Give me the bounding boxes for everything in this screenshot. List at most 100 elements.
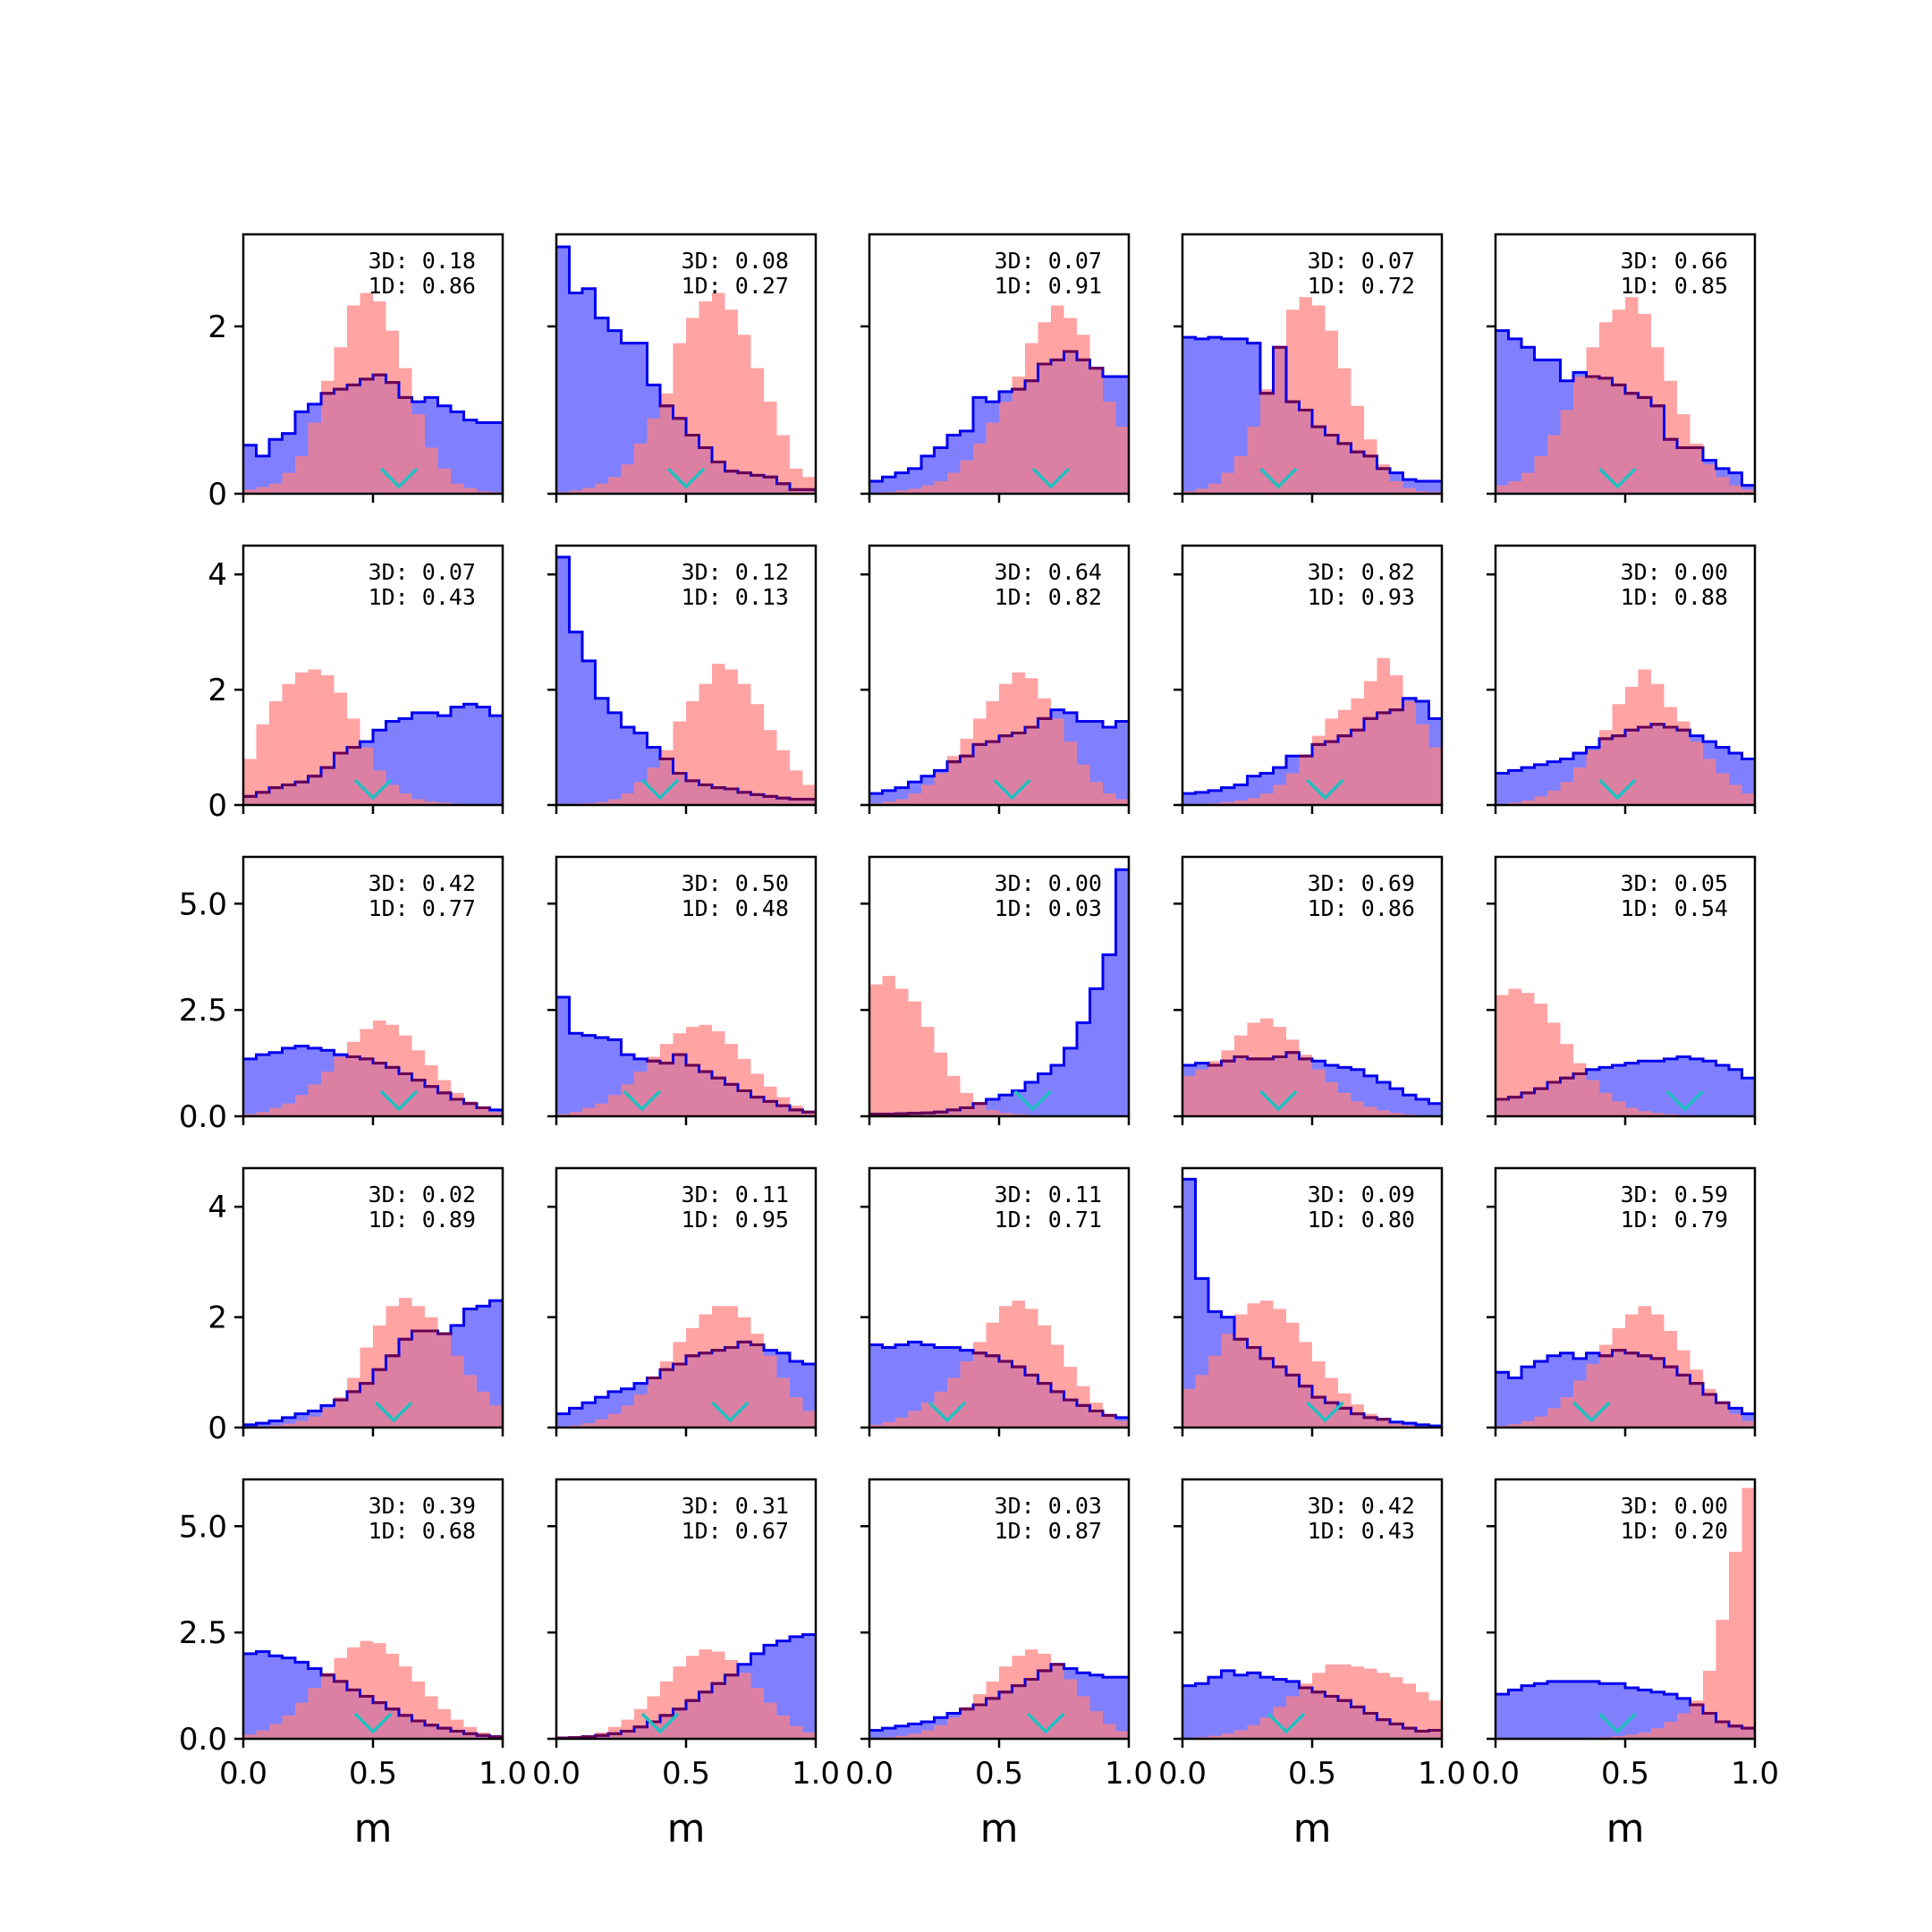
annotation-1d: 1D: 0.91 (995, 273, 1102, 299)
panel-plot-r3-c3 (1182, 1177, 1442, 1428)
marker-v (1267, 1712, 1306, 1734)
x-tick-label: 0.0 (1158, 1756, 1207, 1792)
annotation-1d: 1D: 0.67 (682, 1518, 789, 1544)
marker-v (353, 1712, 393, 1734)
annotation-1d: 1D: 0.03 (995, 895, 1102, 921)
blue-histogram-outline (1496, 723, 1755, 775)
marker-v (623, 1089, 661, 1112)
blue-histogram-outline (869, 350, 1129, 483)
marker-v (353, 778, 393, 801)
annotation-1d: 1D: 0.43 (369, 584, 476, 610)
marker-v (1013, 1089, 1052, 1112)
annotation-1d: 1D: 0.86 (1308, 895, 1415, 921)
x-axis-label: m (1293, 1806, 1332, 1852)
annotation-3d: 3D: 0.42 (369, 870, 476, 896)
panel-plot-r1-c0 (243, 669, 503, 805)
red-histogram-fill (1182, 297, 1442, 494)
panel-plot-r1-c4 (1496, 669, 1755, 805)
red-histogram-fill (243, 292, 503, 494)
annotation-3d: 3D: 0.07 (995, 248, 1102, 274)
red-histogram-fill (556, 292, 816, 494)
x-tick-label: 0.0 (219, 1756, 267, 1792)
panel-plot-r4-c4 (1496, 1487, 1755, 1739)
blue-histogram-outline (1496, 329, 1755, 487)
marker-v (1026, 1712, 1065, 1734)
y-tick-label: 0 (208, 477, 227, 513)
annotation-3d: 3D: 0.59 (1621, 1182, 1728, 1208)
y-tick-label: 0 (208, 1411, 227, 1446)
y-tick-label: 4 (208, 1190, 227, 1225)
red-histogram-fill (1496, 1306, 1755, 1428)
x-tick-label: 1.0 (1105, 1756, 1153, 1792)
y-tick-label: 2 (208, 1301, 227, 1336)
marker-v (379, 467, 419, 489)
annotation-3d: 3D: 0.08 (682, 248, 789, 274)
panel-plot-r0-c2 (869, 305, 1129, 494)
annotation-1d: 1D: 0.20 (1621, 1518, 1728, 1544)
marker-v (640, 778, 680, 801)
red-histogram-fill (243, 669, 503, 805)
x-tick-label: 0.5 (1288, 1756, 1336, 1792)
annotation-3d: 3D: 0.50 (682, 870, 789, 896)
marker-v (640, 1712, 680, 1734)
annotation-1d: 1D: 0.85 (1621, 273, 1728, 299)
panel-plot-r1-c2 (869, 672, 1129, 805)
annotation-1d: 1D: 0.88 (1621, 584, 1728, 610)
annotation-1d: 1D: 0.71 (995, 1207, 1102, 1233)
panel-plot-r3-c2 (869, 1301, 1129, 1428)
x-axis-label: m (667, 1806, 706, 1852)
annotation-3d: 3D: 0.00 (1621, 559, 1728, 585)
x-tick-label: 0.5 (662, 1756, 710, 1792)
red-histogram-fill (556, 664, 816, 805)
marker-v (379, 1089, 419, 1112)
marker-v (1598, 1712, 1637, 1734)
annotation-3d: 3D: 0.64 (995, 559, 1102, 585)
annotation-1d: 1D: 0.54 (1621, 895, 1728, 921)
annotation-3d: 3D: 0.03 (995, 1493, 1102, 1519)
x-axis-label: m (980, 1806, 1019, 1852)
annotation-3d: 3D: 0.09 (1308, 1182, 1415, 1208)
x-tick-label: 1.0 (792, 1756, 840, 1792)
annotation-1d: 1D: 0.48 (682, 895, 789, 921)
y-tick-label: 0.0 (179, 1722, 227, 1758)
x-tick-label: 1.0 (479, 1756, 527, 1792)
annotation-1d: 1D: 0.80 (1308, 1207, 1415, 1233)
blue-histogram-outline (1496, 1680, 1755, 1730)
annotation-3d: 3D: 0.31 (682, 1493, 789, 1519)
panel-plot-r0-c1 (556, 245, 816, 494)
red-histogram-fill (1496, 669, 1755, 805)
panel-plot-r1-c1 (556, 555, 816, 805)
marker-v (1665, 1089, 1704, 1112)
annotation-3d: 3D: 0.07 (1308, 248, 1415, 274)
marker-v (993, 778, 1031, 801)
panel-plot-r4-c2 (869, 1649, 1129, 1739)
annotation-3d: 3D: 0.39 (369, 1493, 476, 1519)
annotation-1d: 1D: 0.13 (682, 584, 789, 610)
annotation-1d: 1D: 0.89 (369, 1207, 476, 1233)
y-tick-label: 4 (208, 557, 227, 593)
marker-v (711, 1401, 750, 1423)
x-tick-label: 0.0 (1471, 1756, 1520, 1792)
marker-v (1572, 1401, 1611, 1423)
y-tick-label: 0.0 (179, 1099, 227, 1135)
annotation-3d: 3D: 0.00 (995, 870, 1102, 896)
annotation-1d: 1D: 0.43 (1308, 1518, 1415, 1544)
x-tick-label: 0.0 (845, 1756, 894, 1792)
